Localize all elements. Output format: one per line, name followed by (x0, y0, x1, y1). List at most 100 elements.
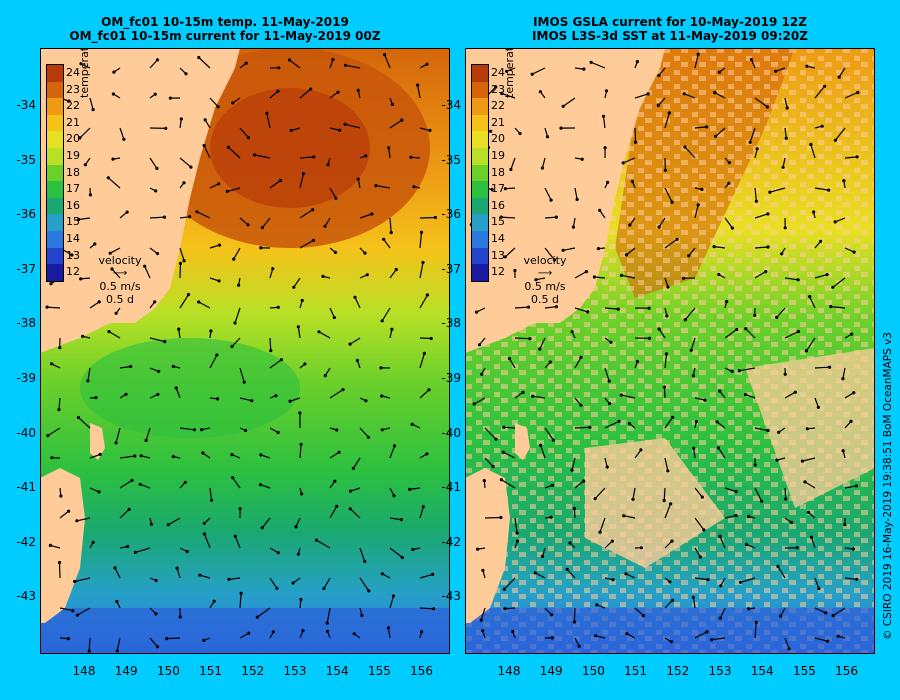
lat-label: -36 (441, 207, 461, 222)
legend-swatch (472, 247, 488, 265)
current-arrow (329, 127, 340, 131)
current-arrowhead (829, 305, 833, 309)
velocity-key: velocity ⟶ 0.5 m/s 0.5 d (515, 254, 575, 306)
current-arrowhead (246, 136, 251, 140)
panel-border (465, 48, 875, 654)
current-arrowhead (428, 128, 432, 132)
current-arrowhead (276, 551, 280, 555)
temperature-legend (471, 64, 489, 282)
current-arrowhead (231, 476, 235, 480)
current-arrowhead (110, 267, 114, 271)
legend-tick: 17 (66, 182, 80, 196)
legend-swatch (472, 147, 488, 165)
legend-swatch (47, 264, 63, 281)
current-arrowhead (784, 136, 788, 140)
current-arrow (504, 247, 516, 258)
current-arrowhead (113, 566, 117, 570)
current-arrowhead (300, 492, 304, 496)
current-arrowhead (665, 314, 669, 318)
current-arrow (232, 477, 241, 489)
legend-swatch (472, 81, 488, 99)
current-arrowhead (593, 497, 597, 501)
current-arrowhead (667, 111, 671, 115)
legend-tick: 20 (66, 132, 80, 146)
current-arrow (769, 187, 786, 193)
lat-label: -37 (16, 261, 36, 276)
current-arrow (78, 217, 91, 221)
current-vectors (45, 53, 437, 653)
current-arrowhead (568, 541, 572, 545)
current-arrowhead (253, 153, 257, 157)
current-arrowhead (627, 422, 632, 426)
current-arrow (684, 146, 696, 159)
current-arrow (574, 357, 582, 369)
left-map-panel[interactable]: 24 23 22 21 20 19 18 17 16 15 14 13 12 temperature (… (40, 48, 450, 654)
current-arrowhead (111, 92, 115, 96)
current-arrowhead (622, 514, 626, 518)
current-arrow (571, 457, 576, 471)
current-arrow (473, 397, 486, 405)
current-arrowhead (392, 494, 396, 498)
current-arrowhead (227, 577, 231, 582)
current-arrowhead (138, 482, 142, 486)
current-arrowhead (851, 547, 855, 551)
current-arrow (604, 420, 620, 429)
current-arrowhead (237, 283, 241, 287)
current-arrowhead (764, 270, 768, 274)
current-arrowhead (833, 220, 837, 224)
current-arrow (544, 247, 555, 261)
current-arrow (745, 394, 756, 399)
current-arrowhead (107, 330, 111, 334)
current-arrow (47, 306, 61, 309)
current-arrowhead (177, 327, 181, 331)
current-arrow (694, 487, 703, 498)
current-arrow (694, 517, 705, 531)
current-arrow (295, 517, 301, 528)
current-arrowhead (710, 638, 714, 642)
current-arrow (504, 607, 516, 610)
current-arrowhead (805, 64, 809, 68)
legend-swatch (47, 131, 63, 148)
current-arrowhead (217, 243, 222, 247)
legend-tick: 12 (66, 265, 80, 279)
current-arrowhead (823, 84, 827, 88)
current-arrowhead (781, 165, 785, 169)
current-arrow (604, 307, 619, 310)
current-arrow (89, 97, 94, 110)
current-arrowhead (291, 581, 295, 585)
current-arrowhead (164, 126, 168, 130)
current-arrowhead (274, 394, 278, 398)
current-arrowhead (765, 105, 769, 109)
velocity-arrow: ⟶ (537, 268, 553, 279)
lat-label: -40 (16, 425, 36, 440)
current-arrow (107, 177, 121, 189)
legend-swatch (47, 214, 63, 231)
current-arrow (844, 392, 855, 399)
current-arrow (626, 247, 636, 256)
right-map-panel[interactable]: 24 23 22 21 20 19 18 17 16 15 14 13 12 temperature (… (465, 48, 875, 654)
current-arrow (261, 217, 271, 228)
current-arrowhead (360, 613, 364, 618)
current-arrowhead (571, 225, 575, 229)
lat-label: -41 (441, 480, 461, 495)
current-arrowhead (412, 185, 416, 189)
current-arrowhead (601, 114, 606, 118)
current-arrowhead (714, 134, 718, 138)
current-arrowhead (70, 253, 74, 257)
lon-label: 152 (241, 664, 265, 678)
current-arrow (388, 147, 391, 159)
current-arrowhead (255, 615, 259, 619)
current-arrow (844, 156, 858, 159)
legend-tick: 17 (491, 182, 505, 196)
current-arrow (776, 307, 786, 318)
current-arrow (694, 547, 701, 558)
current-arrow (594, 487, 606, 500)
current-arrowhead (71, 609, 75, 613)
current-arrow (419, 216, 436, 219)
legend-swatch (47, 164, 63, 182)
current-arrowhead (139, 454, 143, 458)
current-arrow (716, 421, 726, 429)
current-arrow (690, 337, 696, 351)
current-arrowhead (75, 519, 79, 523)
current-arrow (784, 277, 799, 281)
